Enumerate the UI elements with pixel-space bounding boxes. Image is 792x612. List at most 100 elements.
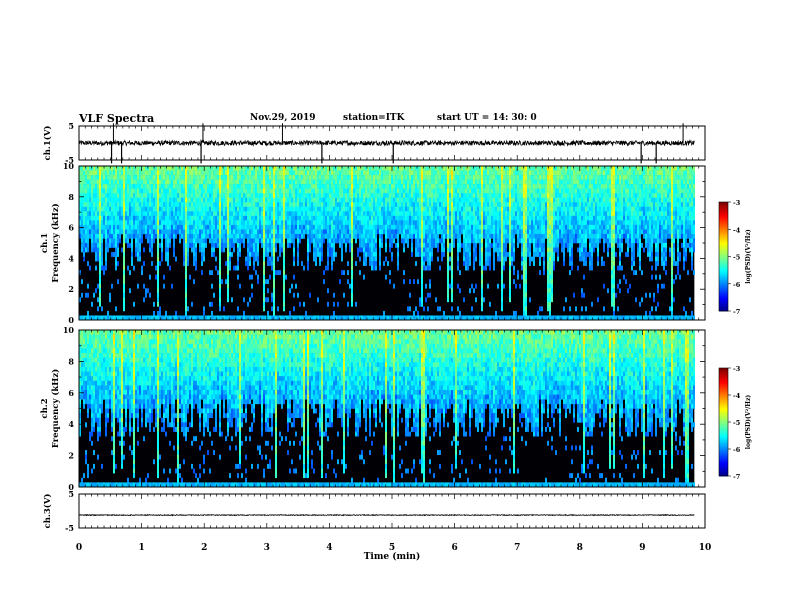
spectrogram-cell: [481, 188, 483, 194]
spectrogram-cell: [389, 179, 391, 185]
spectrogram-cell: [189, 202, 191, 208]
spectrogram-cell: [311, 206, 313, 212]
spectrogram-cell: [501, 283, 503, 289]
spectrogram-cell: [425, 170, 427, 176]
spectrogram-cell: [179, 206, 181, 212]
spectrogram-cell: [237, 224, 239, 230]
spectrogram-cell: [273, 202, 275, 208]
spectrogram-cell: [209, 238, 211, 244]
spectrogram-cell: [429, 188, 431, 194]
spectrogram-cell: [279, 247, 281, 253]
spectrogram-cell: [481, 224, 483, 230]
spectrogram-cell: [87, 211, 89, 217]
spectrogram-cell: [355, 215, 357, 221]
spectrogram-cell: [475, 297, 477, 303]
spectrogram-cell: [203, 179, 205, 185]
spectrogram-cell: [143, 184, 145, 189]
spectrogram-cell: [229, 170, 231, 176]
spectrogram-cell: [439, 211, 441, 217]
spectrogram-cell: [107, 179, 109, 185]
spectrogram-cell: [105, 252, 107, 257]
spectrogram-cell: [429, 292, 431, 298]
spectrogram-cell: [135, 188, 137, 194]
spectrogram-cell: [479, 233, 481, 239]
spectrogram-cell: [277, 256, 279, 262]
spectrogram-cell: [169, 265, 171, 271]
spectrogram-cell: [209, 197, 211, 203]
spectrogram-cell: [129, 215, 131, 221]
spectrogram-cell: [355, 193, 357, 199]
spectrogram-cell: [189, 224, 191, 230]
spectrogram-cell: [365, 170, 367, 176]
spectrogram-cell: [157, 297, 159, 303]
spectrogram-cell: [439, 238, 441, 244]
spectrogram-cell: [489, 243, 491, 248]
spectrogram-cell: [195, 215, 197, 221]
spectrogram-cell: [185, 197, 187, 203]
spectrogram-cell: [225, 206, 227, 212]
spectrogram-cell: [309, 243, 311, 248]
spectrogram-cell: [413, 184, 415, 189]
spectrogram-cell: [443, 224, 445, 230]
spectrogram-cell: [145, 184, 147, 189]
spectrogram-cell: [323, 166, 325, 171]
spectrogram-cell: [255, 270, 257, 276]
spectrogram-cell: [403, 215, 405, 221]
spectrogram-cell: [89, 184, 91, 189]
spectrogram-cell: [341, 211, 343, 217]
spectrogram-cell: [293, 188, 295, 194]
spectrogram-cell: [329, 193, 331, 199]
spectrogram-cell: [215, 197, 217, 203]
spectrogram-cell: [201, 229, 203, 235]
spectrogram-cell: [325, 224, 327, 230]
spectrogram-cell: [235, 166, 237, 171]
spectrogram-cell: [147, 202, 149, 208]
spectrogram-cell: [477, 184, 479, 189]
spectrogram-cell: [443, 252, 445, 257]
spectrogram-cell: [255, 179, 257, 185]
spectrogram-cell: [485, 243, 487, 248]
spectrogram-cell: [187, 215, 189, 221]
spectrogram-cell: [117, 202, 119, 208]
spectrogram-cell: [427, 292, 429, 298]
spectrogram-cell: [169, 215, 171, 221]
spectrogram-cell: [211, 166, 213, 171]
spectrogram-cell: [181, 206, 183, 212]
spectrogram-cell: [123, 193, 125, 199]
spectrogram-cell: [449, 229, 451, 235]
spectrogram-cell: [81, 184, 83, 189]
spectrogram-cell: [159, 315, 161, 321]
spectrogram-cell: [401, 220, 403, 226]
spectrogram-cell: [447, 229, 449, 235]
spectrogram-cell: [131, 261, 133, 266]
spectrogram-cell: [447, 297, 449, 303]
spectrogram-cell: [229, 233, 231, 239]
spectrogram-cell: [401, 215, 403, 221]
spectrogram-cell: [373, 188, 375, 194]
spectrogram-cell: [175, 224, 177, 230]
spectrogram-cell: [243, 166, 245, 171]
spectrogram-cell: [421, 215, 423, 221]
spectrogram-cell: [485, 233, 487, 239]
spectrogram-cell: [125, 179, 127, 185]
spectrogram-cell: [217, 206, 219, 212]
spectrogram-cell: [419, 243, 421, 248]
spectrogram-cell: [135, 243, 137, 248]
spectrogram-cell: [381, 170, 383, 176]
spectrogram-cell: [205, 193, 207, 199]
spectrogram-cell: [205, 238, 207, 244]
spectrogram-cell: [451, 206, 453, 212]
spectrogram-cell: [179, 211, 181, 217]
spectrogram-cell: [279, 215, 281, 221]
spectrogram-cell: [147, 197, 149, 203]
spectrogram-cell: [133, 170, 135, 176]
spectrogram-cell: [183, 256, 185, 262]
spectrogram-cell: [149, 166, 151, 171]
spectrogram-cell: [91, 206, 93, 212]
spectrogram-cell: [79, 220, 81, 226]
spectrogram-cell: [427, 315, 429, 321]
spectrogram-cell: [383, 175, 385, 180]
spectrogram-cell: [267, 193, 269, 199]
spectrogram-cell: [145, 233, 147, 239]
spectrogram-cell: [283, 238, 285, 244]
